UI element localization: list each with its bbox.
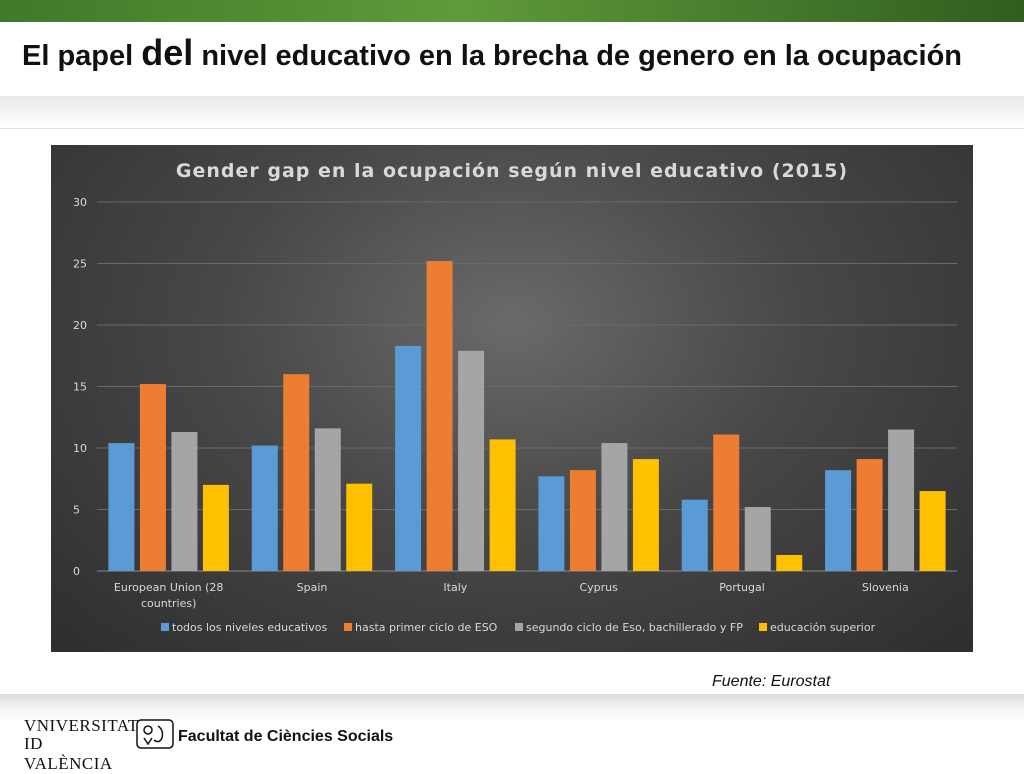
- university-logo: VNIVERSITAT ID VALÈNCIA: [24, 716, 138, 773]
- legend-label: segundo ciclo de Eso, bachillerado y FP: [526, 621, 743, 634]
- y-tick-label: 0: [73, 565, 80, 578]
- bar: [856, 459, 883, 571]
- title-shadow: [0, 96, 1024, 128]
- bar: [426, 261, 453, 571]
- bar: [171, 432, 198, 571]
- bar: [458, 350, 485, 571]
- x-tick-label: Cyprus: [579, 581, 618, 594]
- bar: [538, 476, 565, 571]
- source-note: Fuente: Eurostat: [712, 673, 831, 690]
- bar: [139, 384, 166, 571]
- x-tick-label: European Union (28 countries): [114, 581, 223, 610]
- top-accent-bar: [0, 0, 1024, 22]
- y-tick-label: 30: [73, 196, 87, 209]
- bar: [601, 443, 628, 571]
- university-seal-icon: [136, 719, 174, 749]
- bar: [251, 445, 278, 571]
- bar: [681, 499, 708, 571]
- faculty-name: Facultat de Ciències Socials: [178, 728, 394, 745]
- slide-title-part1: El papel: [22, 40, 142, 72]
- bar: [395, 345, 422, 571]
- legend-label: educación superior: [770, 621, 876, 634]
- bar: [919, 491, 946, 571]
- bar: [825, 470, 852, 571]
- x-tick-label: Italy: [443, 581, 467, 594]
- bar: [569, 470, 596, 571]
- bar: [888, 429, 915, 571]
- y-tick-label: 20: [73, 319, 87, 332]
- chart-title: Gender gap en la ocupación según nivel e…: [176, 160, 848, 182]
- bar: [713, 434, 740, 571]
- y-tick-label: 15: [73, 381, 87, 394]
- bar-chart: Gender gap en la ocupación según nivel e…: [73, 160, 957, 634]
- bar: [108, 443, 135, 571]
- bar: [632, 459, 659, 571]
- bar: [776, 555, 803, 571]
- y-tick-label: 5: [73, 504, 80, 517]
- legend-swatch: [344, 623, 352, 631]
- bar: [314, 428, 341, 571]
- bar: [202, 484, 229, 571]
- slide-title: El papel del nivel educativo en la brech…: [22, 34, 1002, 75]
- legend-label: todos los niveles educativos: [172, 621, 327, 634]
- y-tick-label: 10: [73, 442, 87, 455]
- y-tick-label: 25: [73, 258, 87, 271]
- bar: [346, 483, 373, 571]
- legend-label: hasta primer ciclo de ESO: [355, 621, 498, 634]
- university-name-line1: VNIVERSITAT: [24, 716, 139, 735]
- slide-title-part2: nivel educativo en la brecha de genero e…: [193, 40, 963, 72]
- legend-swatch: [161, 623, 169, 631]
- bar: [283, 374, 310, 571]
- chart-panel: Gender gap en la ocupación según nivel e…: [51, 145, 973, 652]
- bar: [489, 439, 516, 571]
- legend-swatch: [515, 623, 523, 631]
- x-tick-label: Spain: [297, 581, 328, 594]
- university-name-line2: ID VALÈNCIA: [24, 734, 113, 773]
- x-tick-label: Slovenia: [862, 581, 909, 594]
- slide-title-big-word: del: [141, 32, 194, 73]
- legend-swatch: [759, 623, 767, 631]
- bar: [744, 507, 771, 571]
- footer: [0, 694, 1024, 768]
- x-tick-label: Portugal: [719, 581, 765, 594]
